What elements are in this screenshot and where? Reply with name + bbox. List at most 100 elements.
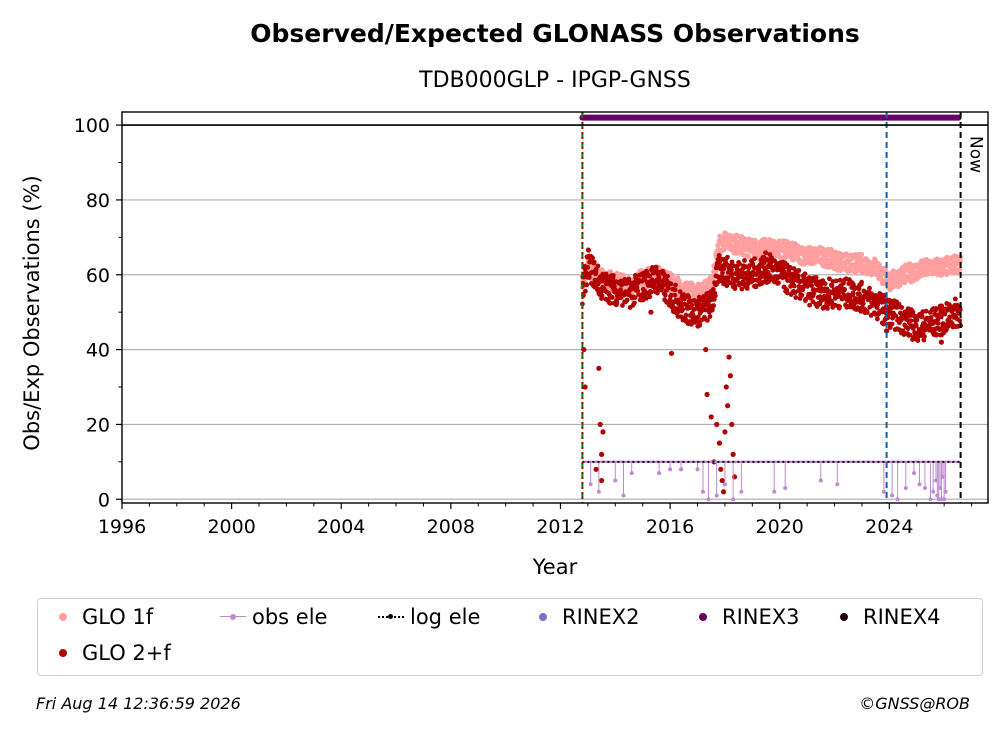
glo-2f-point bbox=[889, 321, 895, 327]
glo-2f-point bbox=[648, 289, 654, 295]
glo-2f-point bbox=[837, 304, 842, 309]
glo-2f-point bbox=[881, 321, 886, 327]
obs-ele-point bbox=[890, 493, 895, 498]
glo-2f-point bbox=[672, 292, 678, 298]
legend-label: GLO 2+f bbox=[82, 641, 171, 665]
glo-2f-point bbox=[608, 300, 613, 306]
chart-title: Observed/Expected GLONASS Observations bbox=[250, 19, 860, 48]
legend-label: RINEX3 bbox=[722, 605, 800, 629]
glo-2f-point bbox=[662, 292, 668, 298]
glo-2f-point bbox=[899, 305, 905, 310]
x-tick-label: 2024 bbox=[865, 516, 913, 538]
glo-2f-point bbox=[722, 429, 728, 435]
glo-2f-point bbox=[795, 273, 801, 279]
glo-2f-point bbox=[710, 287, 716, 292]
glo-2f-point bbox=[595, 263, 601, 269]
glo-2f-point bbox=[737, 261, 742, 267]
glo-1f-point bbox=[847, 268, 853, 274]
glo-2f-point bbox=[923, 308, 929, 314]
glo-2f-point bbox=[665, 273, 670, 279]
glo-2f-point bbox=[837, 277, 843, 283]
legend-item-rinex3: RINEX3 bbox=[690, 605, 800, 629]
glo-2f-point bbox=[707, 314, 713, 319]
x-tick-label: 2012 bbox=[536, 516, 584, 538]
glo-2f-point bbox=[884, 328, 890, 334]
glo-2f-point bbox=[609, 295, 615, 300]
glo-1f-point bbox=[620, 272, 626, 278]
glo-2f-point bbox=[686, 294, 691, 300]
glo-2f-point bbox=[825, 306, 830, 311]
glo-2f-point bbox=[908, 318, 914, 324]
legend-dot-icon bbox=[690, 606, 716, 628]
glo-2f-point bbox=[712, 293, 718, 299]
glo-2f-point bbox=[933, 306, 939, 311]
glo-2f-point bbox=[719, 256, 725, 262]
glo-2f-point bbox=[763, 250, 768, 256]
glo-1f-point bbox=[800, 245, 806, 251]
plot-area: 0 20 40 60 80 100 1996 2000 2004 2008 2012 2016 2020… bbox=[74, 111, 989, 538]
glo-2f-point bbox=[811, 291, 816, 297]
obs-ele-point bbox=[895, 497, 900, 502]
obs-ele-point bbox=[722, 482, 727, 487]
glo-2f-point bbox=[802, 271, 808, 277]
x-tick-label: 2016 bbox=[646, 516, 694, 538]
glo-2f-point bbox=[668, 350, 675, 356]
glo-1f-point bbox=[890, 268, 897, 274]
glo-2f-point bbox=[582, 384, 588, 390]
legend-item-glo-1f: GLO 1f bbox=[50, 605, 153, 629]
glo-2f-point bbox=[688, 298, 693, 304]
obs-ele-point bbox=[668, 467, 673, 472]
legend-dotted-line-icon bbox=[378, 606, 404, 628]
glo-2f-point bbox=[860, 301, 866, 306]
glo-1f-point bbox=[767, 237, 773, 243]
glo-2f-point bbox=[957, 307, 963, 313]
glo-2f-point bbox=[799, 292, 805, 298]
glo-1f-point bbox=[676, 279, 683, 285]
glo-2f-point bbox=[822, 281, 828, 287]
obs-ele-point bbox=[942, 497, 947, 502]
glo-2f-point bbox=[935, 321, 941, 326]
x-tick-label: 2004 bbox=[317, 516, 365, 538]
glo-2f-point bbox=[673, 282, 678, 288]
legend-item-log-ele: log ele bbox=[378, 605, 480, 629]
glo-2f-point bbox=[761, 260, 767, 265]
glo-2f-point bbox=[598, 477, 605, 484]
glo-2f-point bbox=[596, 365, 602, 371]
glo-2f-point bbox=[720, 489, 727, 495]
glo-2f-point bbox=[590, 255, 595, 261]
glo-2f-point bbox=[648, 309, 654, 315]
glo-1f-point bbox=[820, 247, 827, 253]
glo-2f-point bbox=[939, 303, 945, 309]
glo-2f-point bbox=[914, 317, 920, 323]
x-axis-label: Year bbox=[532, 555, 578, 579]
glo-2f-point bbox=[599, 293, 605, 299]
glo-2f-point bbox=[682, 296, 687, 302]
glo-2f-point bbox=[618, 287, 623, 293]
glo-2f-point bbox=[809, 283, 814, 288]
obs-ele-point bbox=[695, 467, 700, 472]
glo-2f-point bbox=[600, 429, 606, 435]
glo-2f-point bbox=[875, 302, 881, 307]
glo-2f-point bbox=[680, 307, 686, 312]
glo-2f-point bbox=[805, 282, 811, 287]
obs-ele-point bbox=[912, 471, 917, 476]
glo-2f-point bbox=[807, 302, 812, 308]
glo-2f-point bbox=[928, 315, 934, 320]
obs-ele-point bbox=[588, 482, 593, 487]
glo-2f-point bbox=[842, 287, 847, 292]
y-axis-label: Obs/Exp Observations (%) bbox=[20, 175, 44, 450]
y-tick-label: 20 bbox=[86, 414, 110, 436]
obs-ele-point bbox=[621, 493, 626, 498]
glo-2f-point bbox=[875, 316, 880, 322]
legend-label: GLO 1f bbox=[82, 605, 154, 629]
glo-1f-point bbox=[815, 251, 822, 257]
glo-2f-point bbox=[938, 339, 945, 345]
glo-2f-point bbox=[776, 280, 781, 286]
glo-2f-point bbox=[665, 285, 671, 291]
x-tick-label: 2020 bbox=[756, 516, 804, 538]
obs-ele-point bbox=[706, 497, 711, 502]
glo-2f-point bbox=[826, 294, 832, 300]
glo-2f-point bbox=[711, 303, 716, 308]
glo-2f-point bbox=[796, 268, 802, 273]
glo-2f-point bbox=[677, 289, 683, 294]
